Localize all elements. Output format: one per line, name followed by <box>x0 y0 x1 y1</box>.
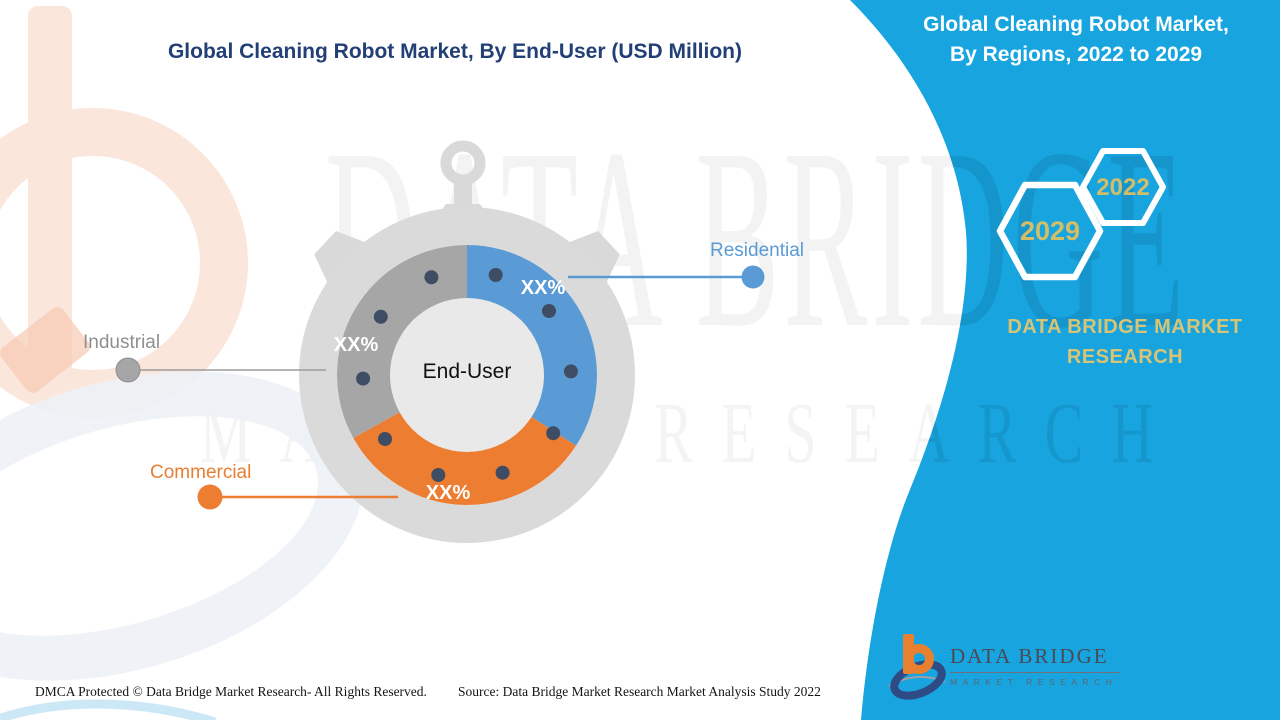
brand-wordmark: DATA BRIDGE MARKET RESEARCH <box>975 312 1275 372</box>
data-bridge-logo-icon <box>888 634 946 700</box>
stopwatch-ring-icon <box>440 140 486 186</box>
callout-industrial <box>115 357 326 383</box>
right-panel-shape <box>850 0 1280 720</box>
donut-segment-industrial <box>337 245 467 438</box>
value-industrial: XX% <box>333 334 379 356</box>
stopwatch-bezel <box>299 207 635 543</box>
page-title: Global Cleaning Robot Market, By End-Use… <box>167 40 743 63</box>
industrial-callout-dot <box>115 357 141 383</box>
stopwatch-bump-right <box>567 230 620 284</box>
hexagon-2029-icon <box>996 181 1104 281</box>
value-residential: XX% <box>520 277 566 299</box>
panel-title-line1: Global Cleaning Robot Market, <box>923 13 1229 36</box>
commercial-callout-dot <box>197 484 223 510</box>
logo-tagline: MARKET RESEARCH <box>950 677 1118 687</box>
panel-title: Global Cleaning Robot Market, By Regions… <box>882 10 1270 71</box>
donut-center-label: End-User <box>422 360 512 383</box>
brand-line1: DATA BRIDGE MARKET <box>1007 316 1243 338</box>
company-logo: DATA BRIDGE MARKET RESEARCH <box>888 630 1128 710</box>
hexagon-2022-icon <box>1080 148 1166 226</box>
year-hexagons: 2029 2022 <box>996 148 1166 281</box>
donut-segment-commercial <box>353 411 576 505</box>
logo-name: DATA BRIDGE <box>950 644 1120 673</box>
callout-residential <box>568 265 765 289</box>
donut-dots <box>356 268 578 482</box>
label-residential: Residential <box>710 240 804 261</box>
corner-swoosh-shape <box>0 699 217 720</box>
callout-commercial <box>197 484 398 510</box>
hexagon-2029-year: 2029 <box>1020 216 1080 246</box>
value-commercial: XX% <box>425 482 471 504</box>
donut-segment-residential <box>467 245 597 446</box>
residential-callout-dot <box>741 265 765 289</box>
footer-source-text: Source: Data Bridge Market Research Mark… <box>458 684 821 699</box>
stopwatch-stem <box>454 180 472 206</box>
label-industrial: Industrial <box>83 332 161 353</box>
brand-line2: RESEARCH <box>1066 346 1184 368</box>
panel-title-line2: By Regions, 2022 to 2029 <box>949 43 1203 67</box>
stopwatch-bump-left <box>314 230 367 284</box>
footer-dmca-text: DMCA Protected © Data Bridge Market Rese… <box>35 684 427 699</box>
stopwatch-icon <box>299 140 635 543</box>
hexagon-2022-year: 2022 <box>1096 174 1149 201</box>
donut-center-hole <box>390 298 544 452</box>
label-commercial: Commercial <box>150 462 252 483</box>
